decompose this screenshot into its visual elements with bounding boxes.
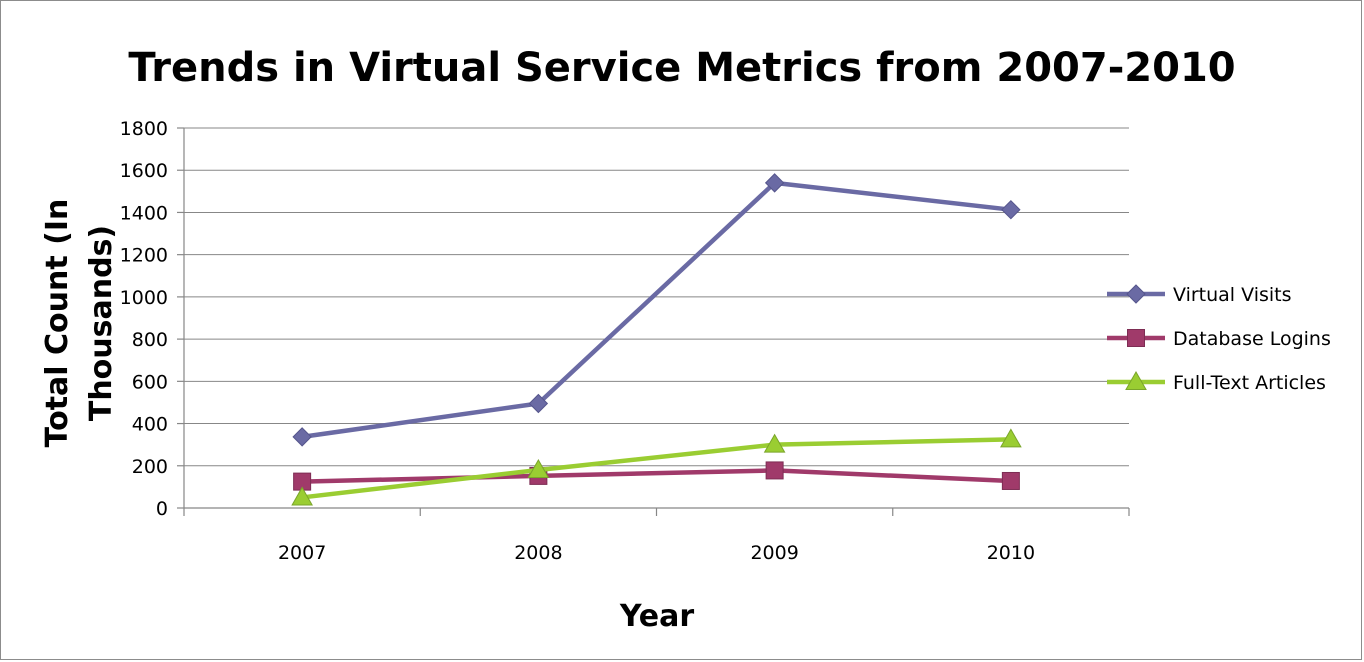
data-point-triangle-marker: [291, 486, 313, 506]
legend-square-marker: [1127, 329, 1145, 347]
data-point-square-marker: [765, 461, 784, 480]
y-tick-label-400: 400: [132, 414, 168, 436]
x-tick-labels: 2007 2008 2009 2010: [278, 542, 1035, 564]
legend-label: Database Logins: [1173, 328, 1331, 350]
x-tick-label-2010: 2010: [987, 542, 1035, 564]
y-axis-title: Total Count (In Thousands): [40, 199, 119, 448]
data-point-diamond-marker: [528, 393, 549, 414]
data-point-triangle-marker: [527, 458, 550, 478]
legend-triangle-marker: [1125, 370, 1147, 390]
series-database-logins: [293, 461, 1020, 491]
series-layer: [291, 173, 1022, 506]
chart-title: Trends in Virtual Service Metrics from 2…: [128, 45, 1235, 91]
legend-label: Virtual Visits: [1173, 284, 1292, 306]
data-point-triangle-marker: [763, 433, 786, 453]
series-line: [302, 468, 1011, 484]
y-tick-label-600: 600: [132, 371, 168, 393]
y-tick-label-0: 0: [156, 498, 168, 520]
series-line: [301, 437, 1011, 500]
y-tick-label-1800: 1800: [120, 118, 168, 140]
x-tick-label-2008: 2008: [514, 542, 562, 564]
y-tick-label-1600: 1600: [120, 160, 168, 182]
legend-label: Full-Text Articles: [1173, 372, 1326, 394]
series-full-text-articles: [291, 428, 1022, 506]
data-point-diamond-marker: [1001, 199, 1021, 220]
data-point-triangle-marker: [1000, 428, 1022, 448]
y-tick-label-1400: 1400: [120, 202, 168, 224]
legend-item-full-text-articles: Full-Text Articles: [1107, 370, 1326, 394]
legend-diamond-marker: [1126, 284, 1146, 304]
y-tick-label-200: 200: [132, 456, 168, 478]
series-line: [301, 180, 1012, 440]
x-tick-label-2007: 2007: [278, 542, 326, 564]
legend: Virtual Visits Database Logins Full-Text A…: [1107, 284, 1331, 394]
legend-item-database-logins: Database Logins: [1107, 328, 1331, 350]
y-tick-label-800: 800: [132, 329, 168, 351]
y-axis-title-line-1: Total Count (In: [40, 199, 75, 448]
y-tick-label-1000: 1000: [120, 287, 168, 309]
series-virtual-visits: [292, 173, 1021, 447]
gridlines: [184, 127, 1129, 467]
y-axis-title-line-2: Thousands): [84, 225, 119, 421]
y-tick-labels: 0 200 400 600 800 1000 1200 1400 1600 1800: [120, 118, 168, 520]
data-point-diamond-marker: [764, 173, 785, 193]
x-axis-title: Year: [619, 599, 695, 634]
axes: [177, 127, 1130, 516]
y-tick-label-1200: 1200: [120, 245, 168, 267]
data-point-diamond-marker: [292, 427, 312, 447]
x-tick-label-2009: 2009: [750, 542, 798, 564]
legend-item-virtual-visits: Virtual Visits: [1107, 284, 1292, 306]
data-point-square-marker: [1001, 471, 1020, 490]
